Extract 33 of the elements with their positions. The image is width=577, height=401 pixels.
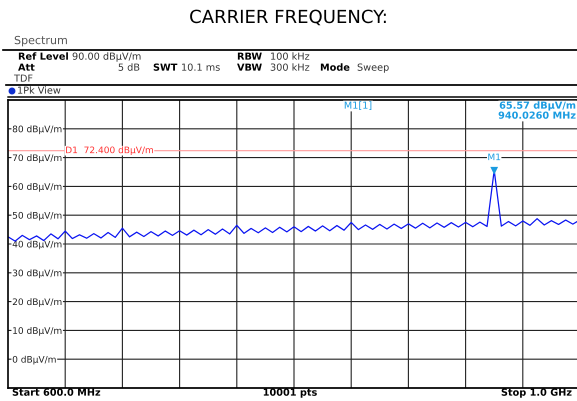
text: Start 600.0 MHz [12, 388, 100, 396]
text: 5 dB [118, 63, 140, 71]
text: 300 kHz [270, 63, 310, 71]
annotation: M1[1] [344, 101, 372, 110]
text: TDF [14, 74, 32, 82]
y-tick-label: 70 dBµV/m [12, 154, 62, 163]
text: Ref Level [18, 52, 68, 60]
text: 10001 pts [264, 388, 317, 398]
text: SWT [154, 63, 178, 71]
y-tick-label: 50 dBµV/m [12, 212, 62, 221]
text: Sweep [358, 63, 389, 73]
y-tick-label: 20 dBµV/m [12, 298, 62, 307]
annotation: 940.0260 MHz [498, 111, 576, 119]
text: Att [18, 64, 35, 71]
text: 90.00 dBµV/m [72, 52, 141, 62]
y-tick-label: 10 dBµV/m [13, 326, 62, 336]
text: 100 kHz [271, 52, 310, 60]
y-tick-label: 40 dBµV/m [12, 240, 62, 250]
ref-line-label: D1 72.400 dBµV/m [66, 146, 154, 156]
text: VBW [237, 64, 262, 71]
y-tick-label: 30 dBµV/m [12, 269, 62, 278]
chart-title: CARRIER FREQUENCY: [190, 10, 386, 26]
y-tick-label: 0 dBµV/m [12, 356, 56, 365]
text: Spectrum [14, 36, 67, 46]
text: 1Pk View [18, 86, 60, 94]
annotation: 65.57 dBµV/m [500, 101, 576, 111]
text: 10.1 ms [182, 63, 220, 71]
y-tick-label: 80 dBµV/m [12, 125, 62, 134]
annotation: M1 [488, 154, 500, 160]
text: RBW [238, 52, 262, 60]
y-tick-label: 60 dBµV/m [12, 182, 62, 192]
text: Mode [320, 63, 350, 71]
text: Stop 1.0 GHz [502, 388, 572, 398]
